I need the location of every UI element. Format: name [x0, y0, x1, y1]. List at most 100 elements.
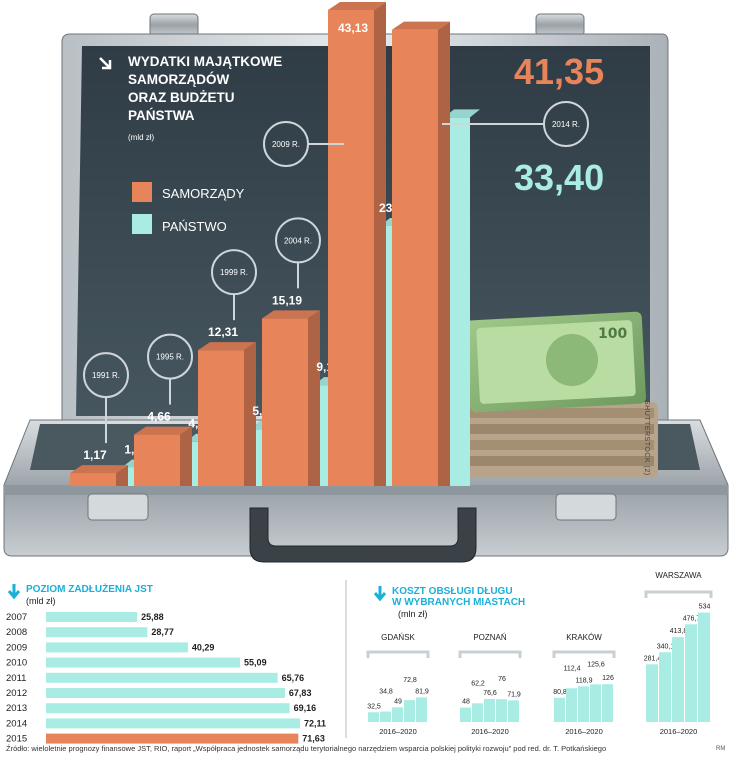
debt-value-label-2: 40,29	[192, 642, 215, 652]
legend-label-panstwo: PAŃSTWO	[162, 219, 227, 234]
money-stack-image: 100	[454, 311, 658, 478]
debt-bar-1	[46, 627, 148, 638]
city-bracket-3	[644, 590, 713, 598]
label-samorzady-1: 4,66	[147, 410, 171, 424]
legend-swatch-panstwo	[132, 214, 152, 234]
bar-samorzady-side-3	[308, 310, 320, 486]
city-value-label-2-2: 118,9	[576, 677, 593, 684]
bar-samorzady-3	[262, 318, 308, 486]
legend: SAMORZĄDY PAŃSTWO	[132, 182, 245, 234]
debt-bar-5	[46, 688, 285, 698]
city-bracket-0	[366, 650, 430, 658]
debt-bar-2	[46, 642, 188, 653]
debt-value-label-7: 72,11	[304, 718, 326, 728]
title-line-2: SAMORZĄDÓW	[128, 72, 229, 87]
city-bar-3-3	[685, 624, 697, 722]
bar-samorzady-top-3	[262, 310, 320, 319]
debt-chart-unit: (mld zł)	[26, 596, 56, 606]
suitcase-latch-left	[87, 493, 149, 521]
debt-value-label-6: 69,16	[294, 703, 317, 713]
title-line-3: ORAZ BUDŻETU	[128, 90, 235, 105]
city-value-label-1-4: 71,9	[507, 691, 521, 698]
debt-bar-6	[46, 703, 290, 714]
arrow-down-right-icon	[99, 57, 112, 70]
city-period-3: 2016–2020	[660, 727, 698, 736]
debt-year-label-4: 2011	[6, 673, 26, 684]
city-bar-1-1	[472, 703, 483, 722]
city-bar-2-0	[554, 697, 565, 722]
debt-chart-title: POZIOM ZADŁUŻENIA JST	[26, 582, 153, 595]
suitcase-base-band	[4, 485, 728, 495]
debt-year-label-5: 2012	[6, 688, 27, 699]
debt-year-label-2: 2009	[6, 642, 27, 653]
city-value-label-0-0: 32,5	[367, 703, 381, 710]
city-name-1: POZNAŃ	[473, 633, 507, 642]
city-period-1: 2016–2020	[471, 727, 509, 736]
city-value-label-3-0: 281,4	[644, 655, 662, 662]
city-name-2: KRAKÓW	[566, 633, 602, 642]
city-value-label-0-2: 49	[394, 698, 402, 705]
arrow-down-icon-2	[373, 586, 387, 602]
bar-samorzady-1	[134, 434, 180, 486]
label-samorzady-4: 43,13	[338, 21, 368, 35]
bar-samorzady-top-2	[198, 342, 256, 351]
city-bars: GDAŃSK 32,5 34,849 72,8 81,9 2016–2020 POZNAŃ 4…	[366, 571, 713, 736]
debt-bars: 2007 25,88 2008 28,77 2009 40,29 2010 55,09 2011…	[6, 612, 326, 745]
title-line-1: WYDATKI MAJĄTKOWE	[128, 54, 282, 69]
credit-label: RM	[716, 746, 726, 752]
svg-text:100: 100	[598, 326, 627, 342]
city-bar-1-4	[508, 700, 519, 722]
bar-samorzady-side-2	[244, 342, 256, 486]
city-bar-0-2	[392, 707, 403, 722]
city-bar-3-1	[659, 652, 671, 722]
city-value-label-3-3: 476,7	[683, 615, 701, 622]
debt-year-label-8: 2015	[6, 734, 27, 745]
city-period-2: 2016–2020	[565, 727, 603, 736]
city-bar-0-0	[368, 712, 379, 722]
city-bar-2-2	[578, 686, 589, 722]
bar-samorzady-top-4	[328, 2, 386, 10]
bar-samorzady-top-0	[70, 465, 128, 474]
debt-bar-7	[46, 718, 300, 729]
city-bar-3-0	[646, 664, 658, 722]
city-name-0: GDAŃSK	[381, 633, 415, 642]
city-bar-2-4	[602, 684, 613, 722]
cities-chart-unit: (mln zł)	[398, 609, 428, 619]
city-bar-2-1	[566, 688, 577, 722]
debt-value-label-1: 28,77	[151, 627, 174, 637]
city-value-label-3-1: 340,1	[657, 643, 675, 650]
city-value-label-2-4: 126	[602, 675, 614, 682]
city-value-label-0-1: 34,8	[379, 689, 393, 696]
bar-samorzady-side-1	[180, 426, 192, 486]
city-period-0: 2016–2020	[379, 727, 417, 736]
legend-label-samorzady: SAMORZĄDY	[162, 186, 245, 201]
city-bar-3-4	[698, 612, 710, 722]
city-value-label-3-2: 413,8	[670, 628, 688, 635]
bar-samorzady-side-4	[374, 2, 386, 486]
year-marker-label-1: 1995 R.	[156, 353, 184, 362]
debt-value-label-4: 65,76	[282, 673, 305, 683]
city-value-label-0-4: 81,9	[415, 688, 429, 695]
city-bar-2-3	[590, 684, 601, 722]
bar-samorzady-top-1	[134, 426, 192, 435]
debt-bar-4	[46, 672, 278, 683]
label-samorzady-0: 1,17	[83, 448, 107, 462]
debt-value-label-8: 71,63	[302, 734, 325, 744]
bar-samorzady-side-5	[438, 21, 450, 486]
debt-year-label-6: 2013	[6, 703, 27, 714]
debt-year-label-1: 2008	[6, 627, 27, 638]
year-marker-label-5: 2014 R.	[552, 120, 580, 129]
debt-value-label-3: 55,09	[244, 658, 267, 668]
city-value-label-3-4: 534	[699, 604, 711, 611]
city-bar-0-4	[416, 697, 427, 722]
city-value-label-0-3: 72,8	[403, 677, 417, 684]
bar-samorzady-top-5	[392, 21, 450, 30]
main-bars: 1,171,684,664,0112,315,1515,199,1443,132…	[70, 2, 480, 487]
city-value-label-1-1: 62,2	[471, 680, 485, 687]
bar-samorzady-2	[198, 350, 244, 486]
city-value-label-2-3: 125,6	[587, 661, 605, 668]
bar-samorzady-4	[328, 10, 374, 486]
main-chart-title: WYDATKI MAJĄTKOWE SAMORZĄDÓW ORAZ BUDŻET…	[99, 54, 282, 142]
legend-swatch-samorzady	[132, 182, 152, 202]
city-bar-0-3	[404, 700, 415, 722]
